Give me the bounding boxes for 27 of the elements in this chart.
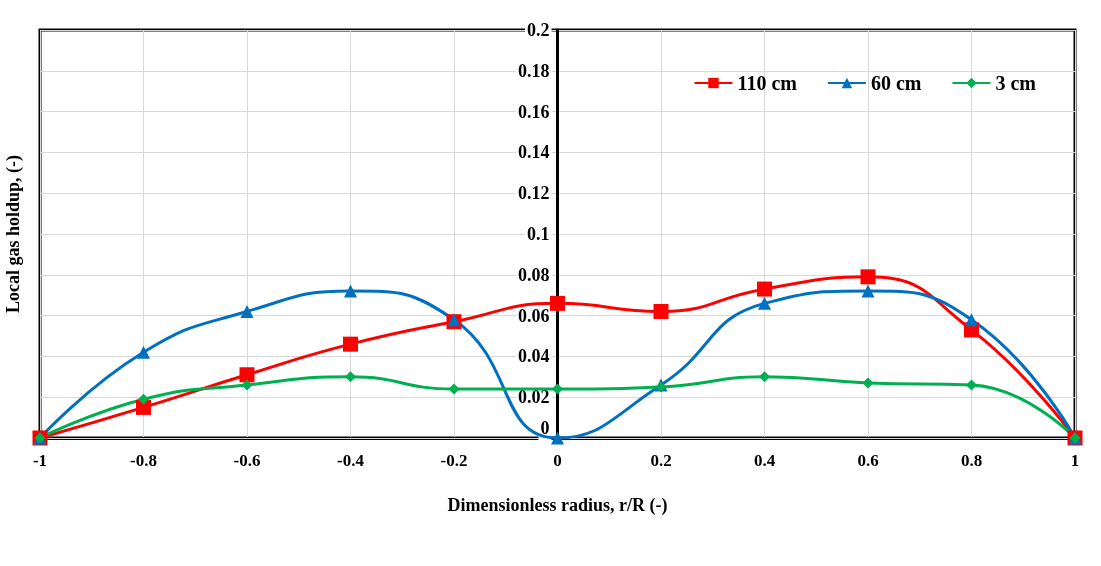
- y-tick-label: 0.16: [518, 101, 550, 122]
- x-tick-label: -0.4: [337, 451, 365, 470]
- x-tick-label: -0.6: [233, 451, 261, 470]
- x-tick-label: -0.8: [130, 451, 157, 470]
- x-tick-label: 0.4: [753, 451, 776, 470]
- x-tick-label: 0.8: [960, 451, 983, 470]
- y-tick-label: 0.12: [518, 183, 550, 204]
- x-tick-label: 1: [1070, 451, 1080, 470]
- y-tick-label: 0: [540, 418, 550, 438]
- x-tick-label: 0: [553, 451, 562, 470]
- y-axis-title: Local gas holdup, (-): [3, 154, 24, 314]
- legend-label: 60 cm: [870, 72, 922, 94]
- x-tick-label: 0.6: [857, 451, 879, 470]
- y-tick-label: 0.1: [527, 224, 550, 244]
- legend-label: 3 cm: [995, 72, 1037, 94]
- y-tick-label: 0.02: [518, 387, 550, 408]
- legend-label: 110 cm: [737, 72, 798, 94]
- y-tick-label: 0.2: [527, 20, 550, 40]
- y-tick-label: 0.06: [518, 305, 550, 326]
- x-tick-label: 0.2: [650, 451, 672, 470]
- y-tick-label: 0.04: [518, 346, 550, 367]
- y-tick-label: 0.14: [518, 142, 550, 163]
- x-tick-label: -1: [32, 451, 48, 470]
- y-tick-label: 0.08: [518, 264, 550, 285]
- x-tick-label: -0.2: [440, 451, 468, 470]
- y-tick-label: 0.18: [518, 60, 550, 81]
- x-axis-title: Dimensionless radius, r/R (-): [447, 495, 668, 516]
